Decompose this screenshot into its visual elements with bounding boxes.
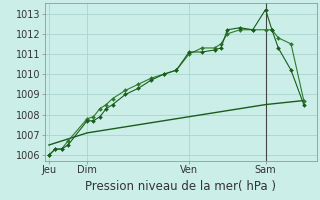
- X-axis label: Pression niveau de la mer( hPa ): Pression niveau de la mer( hPa ): [85, 180, 276, 193]
